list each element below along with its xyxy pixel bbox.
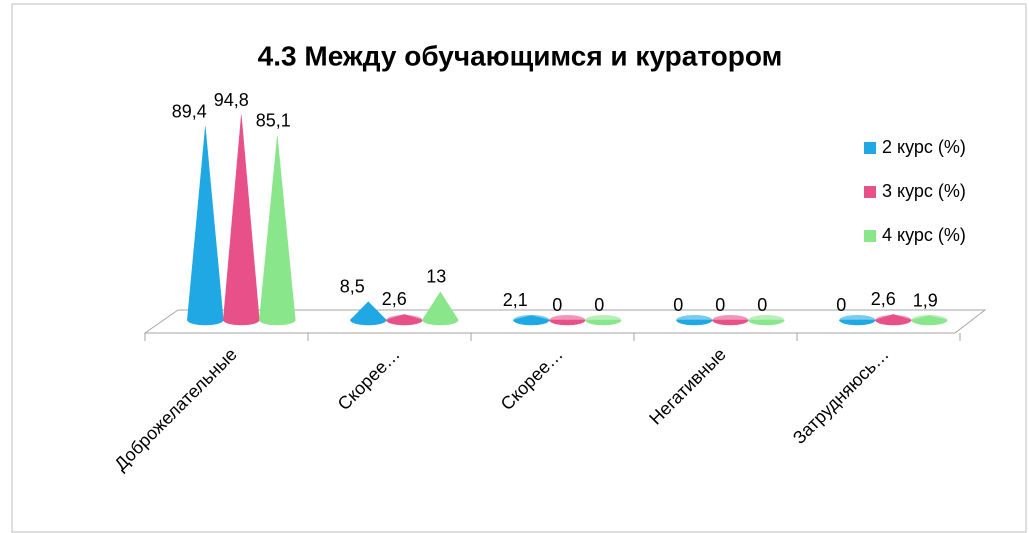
chart-frame [11,3,1027,533]
value-label: 89,4 [172,101,207,121]
value-label: 1,9 [913,291,938,311]
cone-base [223,315,260,325]
cone-base [585,315,622,325]
value-label: 85,1 [256,111,291,131]
value-label: 0 [552,295,562,315]
cone-base [875,315,912,325]
legend-swatch [864,186,876,198]
cone-base [748,315,785,325]
value-label: 0 [836,295,846,315]
value-label: 2,1 [503,290,528,310]
legend-swatch [864,142,876,154]
chart-title: 4.3 Между обучающимся и куратором [258,40,783,71]
value-label: 2,6 [382,289,407,309]
cone-base [187,315,224,325]
legend-swatch [864,230,876,242]
cone-base [549,315,586,325]
value-label: 0 [715,295,725,315]
value-label: 2,6 [871,289,896,309]
cone-base [513,315,550,325]
legend-label: 3 курс (%) [882,181,966,201]
cone-base [839,315,876,325]
cone-base [911,315,948,325]
cone-base [422,315,459,325]
cone-base [386,315,423,325]
floor [143,309,987,334]
cone-base [712,315,749,325]
value-label: 0 [673,295,683,315]
cone-base [350,315,387,325]
value-label: 0 [594,295,604,315]
cone-base [259,315,296,325]
value-label: 8,5 [340,276,365,296]
legend-label: 2 курс (%) [882,137,966,157]
value-label: 13 [426,267,446,287]
legend-label: 4 курс (%) [882,225,966,245]
value-label: 94,8 [214,90,249,110]
value-label: 0 [757,295,767,315]
cone-base [676,315,713,325]
